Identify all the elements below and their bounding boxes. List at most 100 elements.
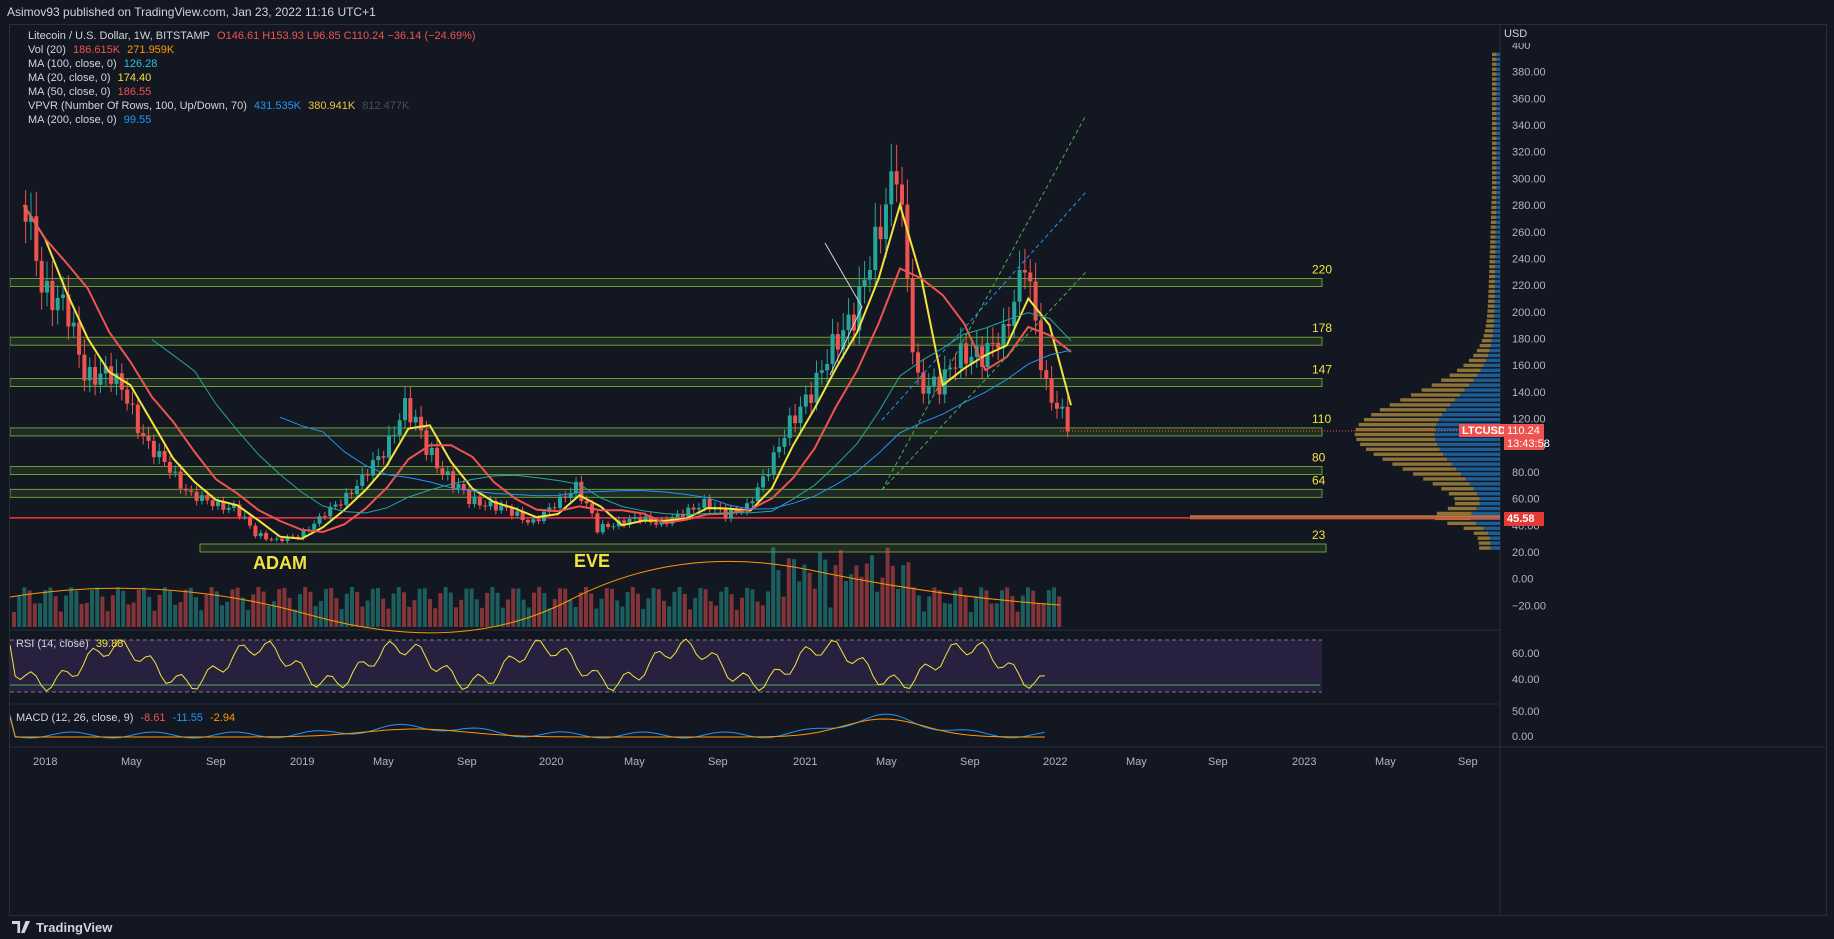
candle-body [916, 352, 921, 373]
price-tick-label: 60.00 [1512, 494, 1540, 506]
candle-body [515, 511, 520, 516]
volume-bar [864, 563, 869, 627]
vpvr-bar-down [1402, 467, 1457, 471]
vpvr-bar-down [1363, 417, 1439, 422]
candle-body [237, 504, 242, 517]
macd-tick-label: 0.00 [1512, 731, 1533, 743]
volume-bar [875, 591, 880, 627]
volume-bar [272, 601, 276, 627]
vpvr-bar-down [1492, 185, 1497, 190]
vpvr-bar-down [1431, 383, 1470, 387]
vpvr-bar-down [1492, 72, 1497, 76]
candle-body [905, 204, 910, 279]
candle-body [809, 394, 814, 403]
volume-bar [734, 609, 739, 627]
vpvr-bar-down [1492, 57, 1497, 62]
volume-bar [53, 596, 58, 627]
volume-bar [828, 607, 833, 627]
candle-body [643, 516, 648, 522]
legend-ma20-value: 174.40 [117, 72, 152, 84]
vpvr-bar-down [1481, 338, 1492, 343]
level-zone [10, 488, 1323, 498]
vpvr-bar-down [1454, 496, 1480, 501]
vpvr-bar-up [1495, 269, 1500, 274]
vpvr-bar-up [1494, 314, 1500, 318]
candle-body [87, 366, 92, 381]
volume-bar [901, 565, 906, 627]
time-axis: 2018 May Sep 2019 May Sep 2020 May Sep 2021 May Sep… [33, 756, 1478, 768]
vpvr-bar-down [1489, 269, 1496, 274]
vpvr-bar-up [1495, 260, 1500, 264]
candle-body [312, 523, 317, 530]
volume-bar [287, 597, 292, 627]
volume-bar [922, 611, 926, 627]
vpvr-bar-up [1494, 294, 1500, 298]
legend-ma50-label: MA (50, close, 0) [28, 86, 111, 98]
level-label: 80 [1312, 451, 1326, 465]
volume-bar [110, 595, 115, 627]
price-tick-label: 120.00 [1512, 414, 1546, 426]
volume-bar [719, 591, 724, 627]
vpvr-bar-down [1490, 225, 1496, 229]
candle-body [755, 487, 760, 502]
volume-bar [630, 587, 635, 627]
candle-body [429, 447, 434, 455]
volume-bar [568, 600, 573, 627]
vpvr-bar-down [1492, 116, 1497, 121]
vpvr-bar-down [1413, 472, 1461, 476]
volume-bar [651, 588, 656, 627]
candle-body [135, 404, 140, 434]
volume-bar [27, 590, 32, 627]
candle-body [814, 372, 819, 403]
legend-vpvr-row: VPVR (Number Of Rows, 100, Up/Down, 70) … [28, 99, 413, 113]
vpvr-bar-up [1473, 487, 1500, 491]
volume-bar [438, 593, 443, 627]
candle-body [558, 496, 562, 509]
candle-body [82, 354, 87, 381]
legend-vol-label: Vol (20) [28, 44, 66, 56]
vpvr-bar-up [1496, 131, 1500, 136]
candle-body [226, 507, 231, 510]
triangle-drawing [824, 242, 863, 376]
time-tick-label: May [1126, 756, 1147, 768]
candle-body [253, 525, 258, 537]
chart-frame[interactable]: 220 178 147 110 80 64 23 400 380.00 360.00 340.00 3… [9, 24, 1827, 916]
vpvr-bar-up [1496, 52, 1500, 57]
vpvr-bar-down [1473, 353, 1488, 358]
volume-bar [979, 587, 984, 627]
vpvr-bar-up [1447, 457, 1500, 461]
candle-body [702, 498, 707, 508]
volume-bar [43, 590, 48, 627]
vpvr-bar-down [1492, 92, 1497, 96]
volume-bar [1010, 596, 1015, 627]
candle-body [45, 281, 49, 293]
candle-body [232, 504, 237, 508]
vpvr-bar-down [1488, 299, 1495, 303]
symbol-price-tag: LTCUSD [1459, 424, 1506, 437]
volume-bar [365, 600, 370, 627]
vpvr-bar-up [1496, 146, 1500, 150]
candle-body [285, 536, 290, 542]
time-tick-label: Sep [457, 756, 477, 768]
channel-mid-line [881, 191, 1087, 421]
volume-bar [625, 592, 630, 627]
candle-body [777, 446, 782, 453]
time-tick-label: Sep [1208, 756, 1228, 768]
volume-bar [282, 587, 287, 627]
volume-bar [573, 606, 578, 627]
volume-bar [324, 589, 328, 627]
chart-canvas[interactable]: 220 178 147 110 80 64 23 400 380.00 360.00 340.00 3… [10, 25, 1826, 915]
currency-label[interactable]: USD [1501, 27, 1541, 43]
vpvr-bar-up [1493, 324, 1500, 328]
candle-body [301, 530, 306, 539]
volume-bar [750, 589, 755, 627]
tradingview-logo[interactable]: TradingView [12, 920, 112, 935]
vpvr-bar-up [1494, 279, 1500, 284]
macd-legend-v2: -11.55 [172, 712, 203, 724]
vpvr-bar-up [1496, 200, 1500, 205]
candle-body [61, 294, 66, 298]
vpvr-bar-up [1480, 368, 1500, 373]
vpvr-bar-down [1485, 324, 1494, 328]
vpvr-bar-down [1373, 452, 1444, 456]
volume-bar [230, 589, 235, 627]
